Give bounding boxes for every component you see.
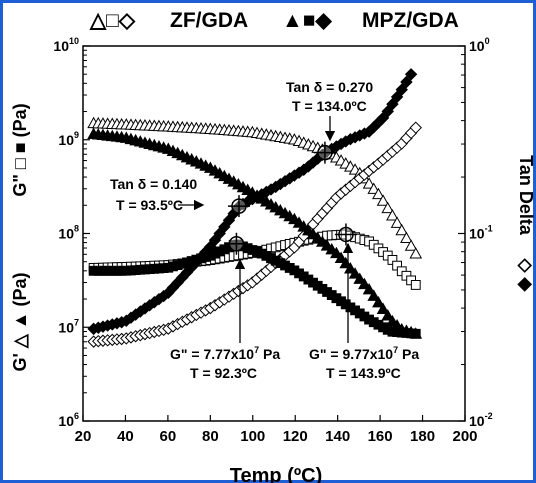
- x-tick-label: 160: [368, 428, 393, 445]
- series-zf-gprime: [87, 116, 423, 259]
- annotation-tan-delta-140-line2: T = 93.5ºC: [116, 197, 183, 213]
- annotation-g2-977-value: G" = 9.77x10: [309, 346, 393, 362]
- mpz-tandelta-point: [386, 97, 399, 111]
- zf-g2-mark: [334, 223, 357, 246]
- x-tick-label: 120: [283, 428, 308, 445]
- legend-zf-symbols: △□◇: [89, 9, 136, 32]
- mpz-tandelta-point: [400, 75, 413, 89]
- mpz-gprime-point: [358, 277, 371, 290]
- mpz-gprime-point: [372, 295, 385, 308]
- x-axis-title: Temp (ºC): [230, 465, 322, 483]
- mpz-gdoubleprime-point: [410, 328, 421, 339]
- highlight-markers: [225, 141, 357, 255]
- annotation-g2-977-line1: G" = 9.77x107 Pa: [309, 345, 419, 362]
- annotation-g2-977-exp: 7: [393, 345, 398, 355]
- right-axis-title-tandelta: Tan Delta: [516, 155, 536, 236]
- zf-gprime-point: [362, 177, 376, 189]
- y-right-tick-label: 10-2: [469, 411, 493, 429]
- annotation-tan-delta-140-line1: Tan δ = 0.140: [110, 176, 197, 192]
- annotation-tan-delta-140: Tan δ = 0.140 T = 93.5ºC: [110, 176, 205, 213]
- legend-mpz-label: MPZ/GDA: [362, 9, 459, 32]
- mpz-gprime-point: [348, 267, 362, 279]
- x-tick-label: 80: [202, 428, 219, 445]
- annotation-tan-delta-270-line2: T = 134.0ºC: [292, 98, 367, 114]
- mpz-gprime-point: [381, 309, 395, 321]
- y-right-tick-label: 100: [469, 36, 490, 54]
- y-left-tick-label: 108: [58, 224, 79, 242]
- legend: △□◇ ZF/GDA ▲■◆ MPZ/GDA: [89, 9, 459, 32]
- zf-tan-mark: [313, 141, 336, 164]
- mpz-gprime-point: [367, 289, 381, 301]
- annotation-g2-977-line2: T = 143.9ºC: [326, 365, 401, 381]
- series-mpz-gprime: [87, 127, 423, 339]
- x-tick-label: 40: [117, 428, 134, 445]
- zf-gprime-point: [367, 182, 381, 194]
- annotation-tan-delta-270: Tan δ = 0.270 T = 134.0ºC: [286, 79, 373, 142]
- zf-gprime-point: [381, 201, 395, 214]
- data-series: [87, 68, 423, 348]
- mpz-gprime-point: [376, 302, 390, 314]
- plot-area: [82, 45, 466, 422]
- legend-mpz-symbols: ▲■◆: [282, 9, 332, 32]
- y-left-tick-label: 106: [58, 411, 79, 429]
- annotation-g2-777: G" = 7.77x107 Pa T = 92.3ºC: [170, 258, 280, 381]
- mpz-gprime-point: [334, 251, 348, 264]
- axis-ticks: 20 40 60 80 100 120 140 160 180 200 106 107 108 109 10…: [53, 36, 492, 445]
- mpz-gprime-point: [362, 282, 376, 295]
- zf-tandelta-point: [409, 121, 422, 134]
- annotation-g2-777-line1: G" = 7.77x107 Pa: [170, 345, 280, 362]
- annotation-g2-777-exp: 7: [254, 345, 259, 355]
- x-tick-label: 20: [75, 428, 92, 445]
- x-tick-label: 200: [452, 428, 477, 445]
- zf-gprime-point: [400, 231, 413, 243]
- mpz-tandelta-point: [395, 83, 408, 96]
- mpz-tandelta-point: [390, 90, 404, 104]
- y-left-tick-label: 107: [58, 317, 79, 335]
- zf-gprime-point: [409, 247, 423, 259]
- mpz-gprime-point: [353, 272, 367, 284]
- series-mpz-tandelta: [87, 68, 418, 336]
- zf-gprime-point: [390, 216, 404, 228]
- zf-gprime-point: [404, 239, 418, 251]
- mpz-tandelta-point: [381, 105, 394, 118]
- annotation-g2-977-unit: Pa: [398, 346, 419, 362]
- mpz-tan-mark: [227, 195, 250, 218]
- annotation-g2-777-value: G" = 7.77x10: [170, 346, 254, 362]
- y-right-tick-label: 10-1: [469, 224, 493, 242]
- x-tick-label: 140: [325, 428, 350, 445]
- y-left-tick-label: 109: [58, 130, 79, 148]
- zf-gprime-point: [386, 209, 399, 221]
- mpz-tandelta-point: [404, 68, 418, 81]
- annotation-g2-777-unit: Pa: [259, 346, 280, 362]
- y-left-tick-label: 1010: [53, 36, 79, 54]
- y-axis-title-gprime: G' △ ▲ (Pa): [10, 273, 30, 372]
- mpz-g2-mark: [225, 232, 248, 255]
- legend-zf-label: ZF/GDA: [170, 9, 248, 32]
- zf-gprime-point: [376, 194, 390, 206]
- zf-gprime-point: [372, 187, 385, 200]
- annotation-tan-delta-270-line1: Tan δ = 0.270: [286, 79, 373, 95]
- y-axis-title-gdoubleprime: G" □ ■ (Pa): [10, 103, 30, 196]
- annotation-g2-977: G" = 9.77x107 Pa T = 143.9ºC: [309, 242, 419, 381]
- zf-gdoubleprime-point: [410, 280, 421, 290]
- right-axis-title-symbols: ◇ ◆: [516, 258, 536, 293]
- x-tick-label: 100: [240, 428, 265, 445]
- zf-gprime-point: [395, 223, 409, 236]
- annotation-g2-777-line2: T = 92.3ºC: [190, 365, 257, 381]
- x-tick-label: 60: [160, 428, 177, 445]
- x-tick-label: 180: [410, 428, 435, 445]
